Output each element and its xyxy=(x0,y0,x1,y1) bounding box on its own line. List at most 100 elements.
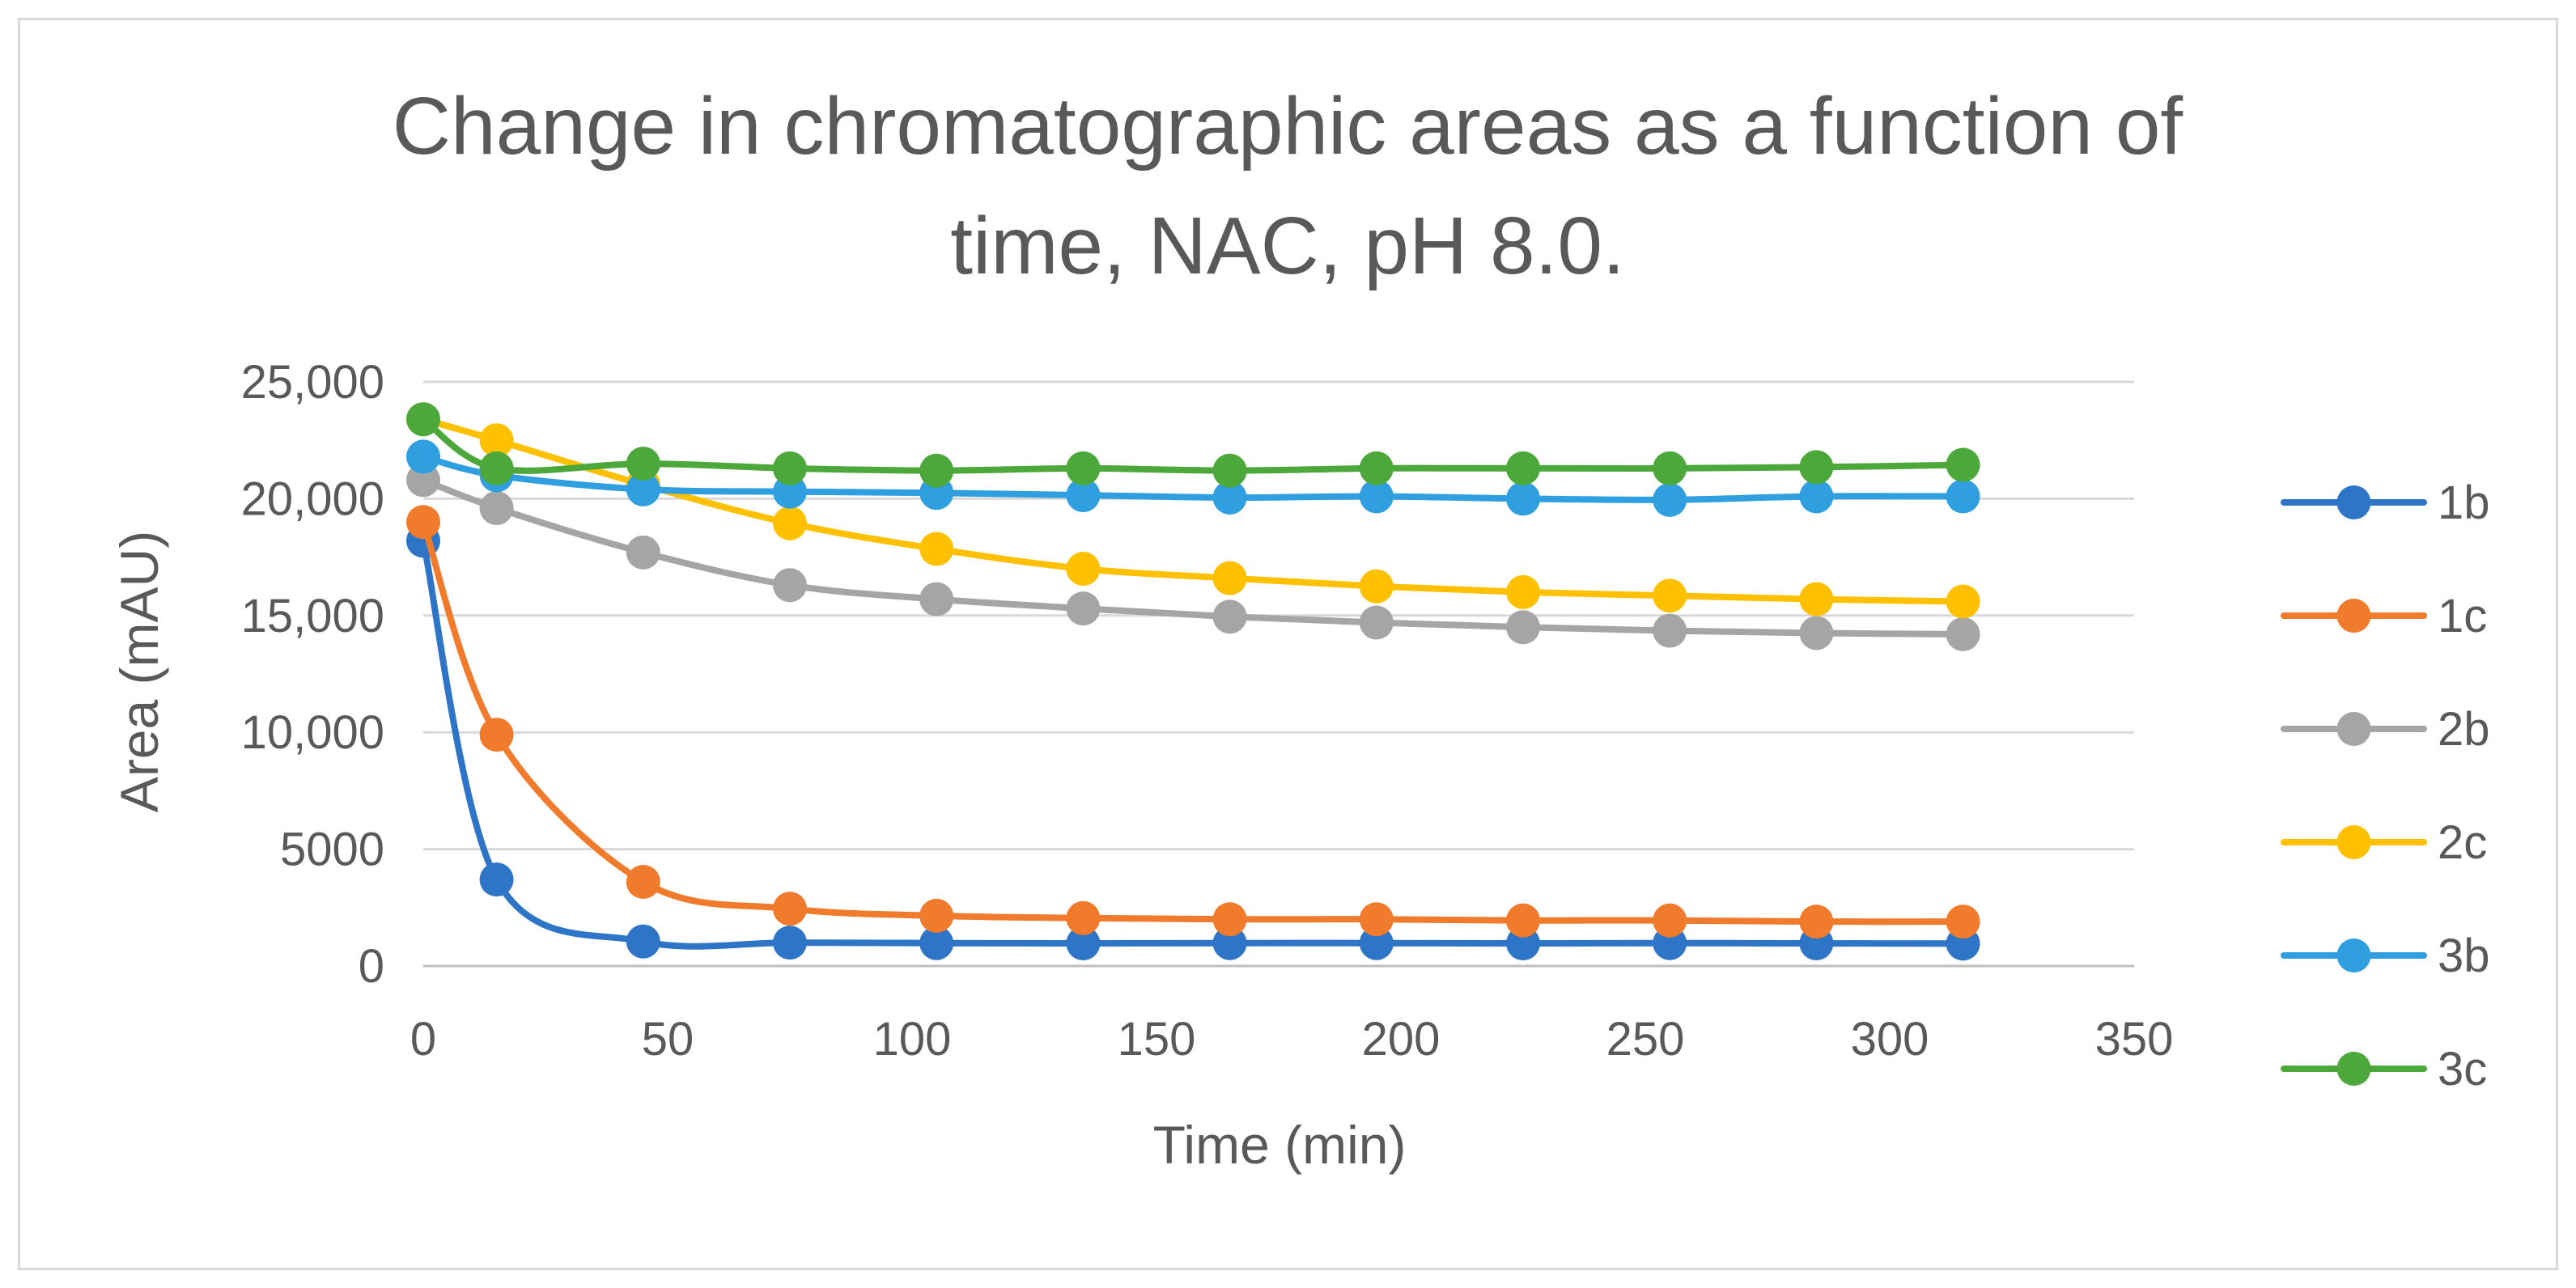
data-point-2b xyxy=(626,535,660,570)
series-line-2c xyxy=(420,416,1967,605)
legend-label-2c: 2c xyxy=(2438,816,2487,869)
legend-label-3c: 3c xyxy=(2438,1043,2487,1095)
data-point-3c xyxy=(406,402,440,437)
x-tick-label: 100 xyxy=(873,1013,952,1066)
series-2c xyxy=(406,402,1980,619)
legend-marker-2c xyxy=(2336,825,2371,859)
data-point-1c xyxy=(1066,900,1101,935)
data-point-2c xyxy=(1359,569,1394,604)
chart-title-line-1: Change in chromatographic areas as a fun… xyxy=(393,81,2183,172)
data-point-1b xyxy=(1359,926,1394,960)
data-point-2b xyxy=(479,490,514,525)
data-point-2b xyxy=(1506,610,1540,645)
series-3c xyxy=(406,402,1980,488)
data-point-1b xyxy=(626,924,660,959)
data-point-3b xyxy=(773,474,807,509)
data-point-1b xyxy=(479,862,514,897)
data-point-2b xyxy=(406,463,440,498)
data-point-3c xyxy=(1653,451,1687,485)
y-axis-title: Area (mAU) xyxy=(109,531,169,812)
data-point-1c xyxy=(1506,903,1540,938)
chart-title: Change in chromatographic areas as a fun… xyxy=(393,81,2183,291)
data-point-2b xyxy=(1212,600,1247,634)
data-point-3b xyxy=(1946,479,1980,514)
data-point-3c xyxy=(773,451,807,485)
data-point-1c xyxy=(919,898,954,933)
data-point-2c xyxy=(1212,561,1247,595)
data-point-1c xyxy=(1946,905,1980,939)
x-tick-label: 0 xyxy=(410,1013,436,1066)
x-tick-label: 150 xyxy=(1118,1013,1196,1066)
chart-title-line-2: time, NAC, pH 8.0. xyxy=(950,201,1625,291)
data-point-2c xyxy=(1506,574,1540,609)
data-point-3b xyxy=(1359,479,1394,514)
data-point-3c xyxy=(479,451,514,485)
data-point-2c xyxy=(479,423,514,458)
x-tick-label: 50 xyxy=(642,1013,694,1066)
y-tick-label: 0 xyxy=(359,940,384,993)
data-point-2b xyxy=(1653,613,1687,648)
data-point-2b xyxy=(919,582,954,616)
data-point-3c xyxy=(1212,453,1247,488)
data-point-1c xyxy=(1653,903,1687,938)
data-point-1c xyxy=(479,718,514,752)
data-point-3b xyxy=(1066,478,1101,513)
data-point-3b xyxy=(1799,479,1834,514)
data-point-1b xyxy=(1066,926,1101,960)
data-point-1b xyxy=(773,926,807,960)
x-tick-label: 300 xyxy=(1851,1013,1929,1066)
data-point-2c xyxy=(1066,552,1101,587)
data-point-3c xyxy=(919,453,954,488)
x-axis-title: Time (min) xyxy=(1153,1115,1407,1175)
legend-marker-2b xyxy=(2336,712,2371,746)
data-point-3b xyxy=(1212,480,1247,515)
data-point-2b xyxy=(773,568,807,603)
axes: 0 5000 10,000 15,000 20,000 25,000 0 50 100 150 20… xyxy=(241,356,2174,1066)
plot-area xyxy=(406,402,1980,961)
legend-marker-3c xyxy=(2336,1052,2371,1086)
data-point-1c xyxy=(1359,902,1394,937)
legend-label-2b: 2b xyxy=(2438,703,2490,756)
data-point-3c xyxy=(1506,451,1540,485)
y-tick-label: 5000 xyxy=(280,824,384,876)
legend-item-3c: 3c xyxy=(2281,1043,2487,1095)
series-2b xyxy=(406,463,1980,651)
legend-marker-1c xyxy=(2336,599,2371,633)
data-point-3c xyxy=(1946,447,1980,482)
legend-item-2c: 2c xyxy=(2281,816,2487,869)
series-line-1c xyxy=(420,519,1967,926)
legend-label-3b: 3b xyxy=(2438,930,2490,982)
data-point-3b xyxy=(406,439,440,474)
legend-label-1c: 1c xyxy=(2438,590,2487,642)
legend: 1b 1c 2b 2c 3b 3c xyxy=(2281,477,2490,1095)
y-tick-label: 25,000 xyxy=(241,356,384,409)
data-point-3b xyxy=(1653,482,1687,517)
data-point-1c xyxy=(773,892,807,926)
y-tick-label: 15,000 xyxy=(241,590,384,642)
data-point-1c xyxy=(1799,905,1834,939)
legend-item-1c: 1c xyxy=(2281,590,2487,642)
data-point-2c xyxy=(773,506,807,540)
x-tick-label: 250 xyxy=(1606,1013,1685,1066)
data-point-2c xyxy=(1653,578,1687,613)
data-point-3b xyxy=(626,472,660,506)
data-point-3b xyxy=(1506,481,1540,516)
y-tick-label: 10,000 xyxy=(241,706,384,759)
data-point-2b xyxy=(1946,616,1980,651)
data-point-3c xyxy=(626,447,660,481)
series-1c xyxy=(406,505,1980,939)
y-tick-label: 20,000 xyxy=(241,472,384,525)
legend-marker-3b xyxy=(2336,938,2371,972)
legend-item-1b: 1b xyxy=(2281,477,2490,529)
data-point-1b xyxy=(919,926,954,960)
data-point-2b xyxy=(1359,605,1394,640)
data-point-2c xyxy=(1799,582,1834,616)
legend-marker-1b xyxy=(2336,485,2371,519)
data-point-2b xyxy=(1066,591,1101,626)
data-point-2c xyxy=(1946,584,1980,619)
legend-label-1b: 1b xyxy=(2438,477,2490,529)
data-point-1c xyxy=(626,865,660,900)
data-point-1c xyxy=(1212,902,1247,937)
data-point-3c xyxy=(1799,450,1834,485)
